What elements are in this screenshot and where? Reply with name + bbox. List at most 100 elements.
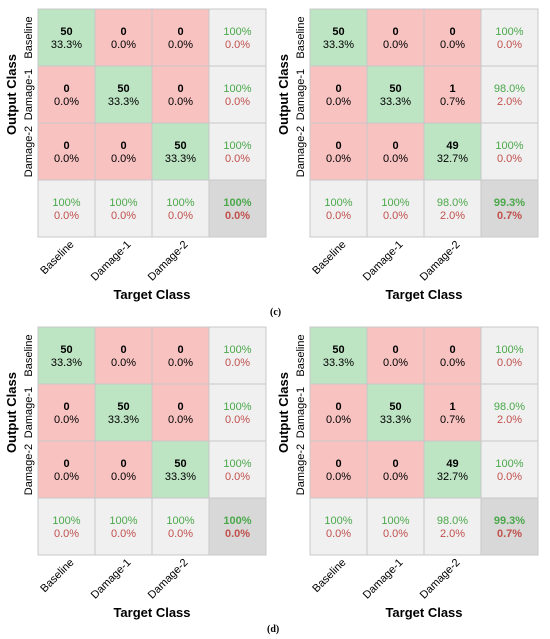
confusion-matrix-top-left: 50 33.3% 0 0.0% 0 0.0% 100% 0.0% 0 0.0% 50 33.3% 0 0.… bbox=[0, 0, 275, 305]
matrix-cell bbox=[309, 383, 368, 442]
y-tick-label: Damage-2 bbox=[23, 126, 35, 177]
cell-percent: 2.0% bbox=[497, 414, 522, 426]
cell-percent: 0.0% bbox=[225, 210, 250, 222]
cell-value: 100% bbox=[495, 344, 523, 356]
row-summary-cell bbox=[480, 383, 539, 442]
y-tick-label: Damage-1 bbox=[23, 69, 35, 120]
x-tick-label: Damage-2 bbox=[146, 557, 191, 602]
cell-value: 100% bbox=[52, 197, 80, 209]
confusion-matrix-chart: 5033.3%00.0%00.0%100%0.0%00.0%5033.3%10.… bbox=[276, 326, 539, 620]
row-summary-cell bbox=[208, 8, 267, 67]
cell-percent: 0.0% bbox=[383, 210, 408, 222]
cell-value: 0 bbox=[63, 83, 69, 95]
cell-percent: 2.0% bbox=[440, 528, 465, 540]
y-tick-label: Baseline bbox=[23, 334, 35, 376]
overall-accuracy-cell bbox=[480, 179, 539, 238]
x-tick-label: Damage-2 bbox=[418, 557, 463, 602]
y-axis-title: Output Class bbox=[4, 372, 19, 453]
cell-value: 100% bbox=[495, 140, 523, 152]
x-tick-label: Baseline bbox=[38, 239, 76, 277]
cell-percent: 0.0% bbox=[497, 357, 522, 369]
cell-percent: 33.3% bbox=[165, 471, 196, 483]
row-summary-cell bbox=[480, 326, 539, 385]
cell-percent: 32.7% bbox=[437, 153, 468, 165]
cell-percent: 33.3% bbox=[108, 414, 139, 426]
cell-percent: 0.0% bbox=[225, 357, 250, 369]
cell-percent: 0.0% bbox=[111, 357, 136, 369]
x-tick-label: Damage-1 bbox=[361, 239, 406, 284]
cell-percent: 0.0% bbox=[54, 210, 79, 222]
cell-value: 0 bbox=[120, 26, 126, 38]
matrix-cell bbox=[37, 383, 96, 442]
y-tick-label: Baseline bbox=[23, 16, 35, 58]
cell-value: 50 bbox=[174, 140, 186, 152]
cell-value: 0 bbox=[177, 344, 183, 356]
cell-value: 50 bbox=[117, 83, 129, 95]
cell-percent: 0.0% bbox=[54, 153, 79, 165]
cell-value: 50 bbox=[332, 26, 344, 38]
matrix-cell bbox=[151, 440, 210, 499]
confusion-matrix-bottom-right: 50 33.3% 0 0.0% 0 0.0% 100% 0.0% 0 0.0% 50 33.3% 1 0.… bbox=[272, 318, 547, 623]
matrix-cell bbox=[423, 326, 482, 385]
cell-percent: 0.0% bbox=[383, 153, 408, 165]
cell-percent: 0.0% bbox=[54, 528, 79, 540]
cell-value: 100% bbox=[324, 197, 352, 209]
matrix-cell bbox=[151, 383, 210, 442]
matrix-cell bbox=[37, 8, 96, 67]
cell-value: 1 bbox=[449, 401, 455, 413]
confusion-matrix-bottom-left: 50 33.3% 0 0.0% 0 0.0% 100% 0.0% 0 0.0% 50 33.3% 0 0.… bbox=[0, 318, 275, 623]
x-tick-label: Damage-2 bbox=[146, 239, 191, 284]
cell-percent: 33.3% bbox=[380, 414, 411, 426]
cell-percent: 0.0% bbox=[326, 414, 351, 426]
confusion-matrix-chart: 5033.3%00.0%00.0%100%0.0%00.0%5033.3%00.… bbox=[4, 326, 267, 620]
matrix-cell bbox=[94, 122, 153, 181]
cell-value: 100% bbox=[324, 515, 352, 527]
cell-value: 0 bbox=[177, 83, 183, 95]
cell-value: 98.0% bbox=[494, 83, 525, 95]
cell-percent: 0.0% bbox=[168, 39, 193, 51]
cell-value: 0 bbox=[392, 344, 398, 356]
cell-value: 100% bbox=[223, 344, 251, 356]
cell-value: 0 bbox=[335, 83, 341, 95]
row-summary-cell bbox=[480, 8, 539, 67]
cell-percent: 0.0% bbox=[440, 357, 465, 369]
cell-value: 100% bbox=[223, 83, 251, 95]
cell-percent: 33.3% bbox=[165, 153, 196, 165]
row-summary-cell bbox=[208, 440, 267, 499]
cell-value: 50 bbox=[332, 344, 344, 356]
cell-value: 0 bbox=[449, 344, 455, 356]
cell-percent: 0.0% bbox=[383, 357, 408, 369]
column-summary-cell bbox=[309, 497, 368, 556]
y-tick-label: Damage-2 bbox=[295, 444, 307, 495]
x-axis-title: Target Class bbox=[385, 605, 462, 620]
y-tick-label: Baseline bbox=[295, 16, 307, 58]
matrix-cell bbox=[423, 440, 482, 499]
cell-value: 100% bbox=[52, 515, 80, 527]
cell-percent: 0.0% bbox=[54, 96, 79, 108]
confusion-matrix-chart: 5033.3%00.0%00.0%100%0.0%00.0%5033.3%10.… bbox=[276, 8, 539, 302]
matrix-cell bbox=[423, 65, 482, 124]
cell-value: 0 bbox=[449, 26, 455, 38]
cell-value: 50 bbox=[389, 83, 401, 95]
y-tick-label: Damage-1 bbox=[295, 387, 307, 438]
matrix-cell bbox=[366, 65, 425, 124]
overall-accuracy-cell bbox=[480, 497, 539, 556]
y-tick-label: Damage-1 bbox=[295, 69, 307, 120]
column-summary-cell bbox=[309, 179, 368, 238]
confusion-matrix-chart: 5033.3%00.0%00.0%100%0.0%00.0%5033.3%00.… bbox=[4, 8, 267, 302]
cell-percent: 0.0% bbox=[54, 471, 79, 483]
cell-value: 0 bbox=[335, 140, 341, 152]
cell-percent: 0.7% bbox=[497, 210, 522, 222]
column-summary-cell bbox=[151, 497, 210, 556]
y-axis-title: Output Class bbox=[276, 54, 291, 135]
cell-value: 49 bbox=[446, 140, 458, 152]
cell-value: 50 bbox=[389, 401, 401, 413]
cell-percent: 0.0% bbox=[497, 471, 522, 483]
cell-percent: 0.0% bbox=[111, 153, 136, 165]
cell-value: 100% bbox=[223, 401, 251, 413]
y-tick-label: Damage-1 bbox=[23, 387, 35, 438]
cell-percent: 0.0% bbox=[326, 96, 351, 108]
matrix-cell bbox=[309, 326, 368, 385]
cell-percent: 0.0% bbox=[225, 39, 250, 51]
cell-value: 100% bbox=[166, 515, 194, 527]
